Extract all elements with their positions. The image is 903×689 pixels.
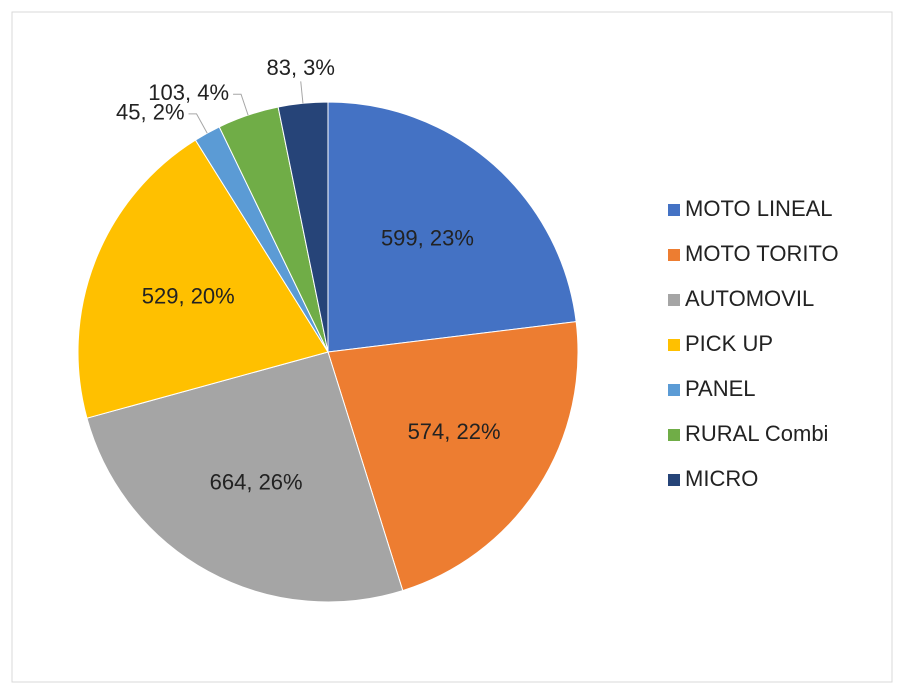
data-label: 529, 20% xyxy=(142,283,235,308)
legend-label: AUTOMOVIL xyxy=(685,286,814,311)
pie-slice xyxy=(327,101,577,353)
pie-slice xyxy=(327,321,579,592)
legend-swatch xyxy=(668,294,680,306)
data-label: 664, 26% xyxy=(210,469,303,494)
legend-swatch xyxy=(668,249,680,261)
legend-swatch xyxy=(668,339,680,351)
legend-swatch xyxy=(668,474,680,486)
legend-label: PANEL xyxy=(685,376,756,401)
data-label: 599, 23% xyxy=(381,225,474,250)
data-label: 103, 4% xyxy=(148,80,229,105)
pie-slice xyxy=(77,139,329,419)
legend-label: MOTO LINEAL xyxy=(685,196,833,221)
pie-slice xyxy=(86,351,404,603)
legend-swatch xyxy=(668,429,680,441)
legend-label: MOTO TORITO xyxy=(685,241,839,266)
leader-line xyxy=(300,81,304,104)
pie-slice xyxy=(277,101,329,353)
data-label: 83, 3% xyxy=(266,55,335,80)
data-label: 45, 2% xyxy=(116,100,185,125)
legend-label: PICK UP xyxy=(685,331,773,356)
legend-label: MICRO xyxy=(685,466,758,491)
leader-line xyxy=(188,113,208,134)
legend-swatch xyxy=(668,384,680,396)
legend-swatch xyxy=(668,204,680,216)
data-label: 574, 22% xyxy=(408,419,501,444)
legend-label: RURAL Combi xyxy=(685,421,828,446)
leader-line xyxy=(233,93,249,116)
